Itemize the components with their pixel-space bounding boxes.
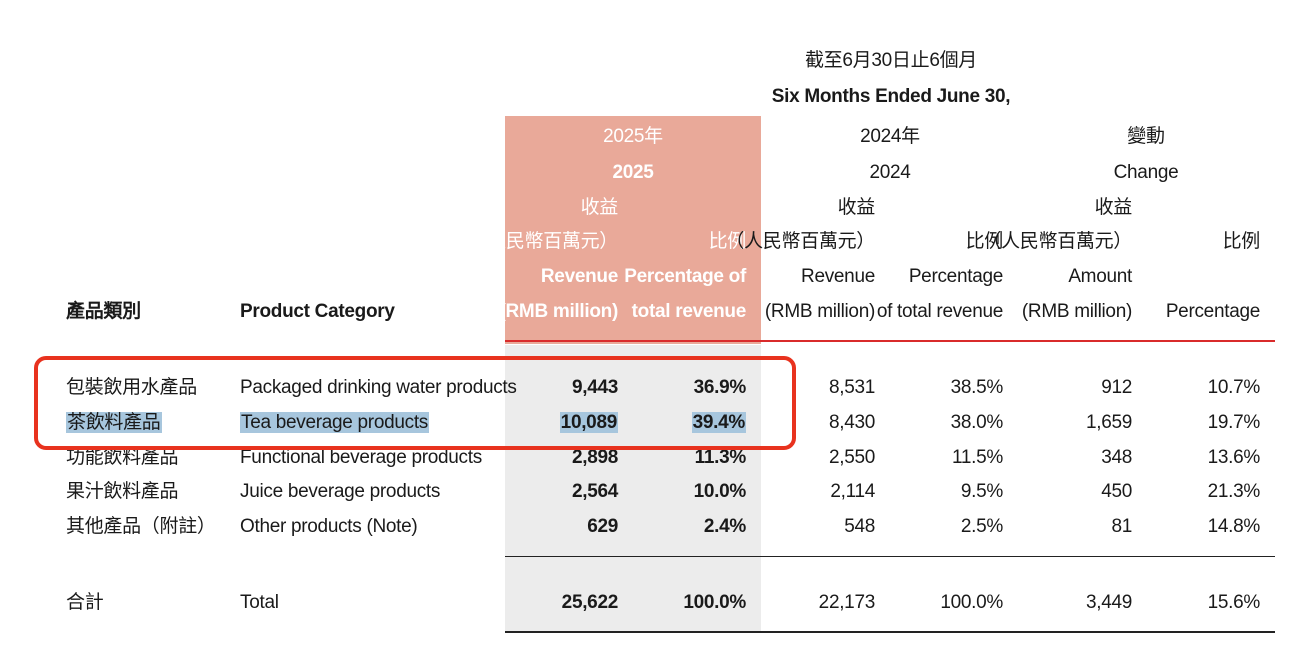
row-2-zh[interactable]: 茶飲料產品 bbox=[66, 412, 162, 434]
period-zh: 截至6月30日止6個月 bbox=[805, 50, 977, 71]
pct24-zh: 比例 bbox=[965, 231, 1004, 252]
total-zh: 合計 bbox=[66, 592, 104, 613]
row-4-rev24: 2,114 bbox=[830, 481, 875, 502]
amt-rmb-en: (RMB million) bbox=[1021, 301, 1132, 322]
row-5-en: Other products (Note) bbox=[240, 516, 418, 537]
row-2-rev24: 8,430 bbox=[828, 412, 875, 433]
pct24-en-1: Percentage bbox=[908, 266, 1003, 287]
row-1-rev24: 8,531 bbox=[828, 377, 875, 398]
row-1-pct25: 36.9% bbox=[693, 377, 747, 398]
row-4-pct25: 10.0% bbox=[693, 481, 747, 502]
row-1-en: Packaged drinking water products bbox=[240, 377, 517, 398]
row-3-amt: 348 bbox=[1101, 447, 1132, 468]
row-2-chg: 19.7% bbox=[1207, 412, 1261, 433]
row-5-pct25: 2.4% bbox=[703, 516, 746, 537]
change-zh: 變動 bbox=[1127, 126, 1165, 147]
row-3-chg: 13.6% bbox=[1207, 447, 1261, 468]
row-3-rev24: 2,550 bbox=[828, 447, 875, 468]
annotation-highlight-box bbox=[34, 356, 796, 450]
row-2-pct25[interactable]: 39.4% bbox=[691, 412, 746, 434]
total-amt: 3,449 bbox=[1085, 592, 1132, 613]
row-1-chg: 10.7% bbox=[1207, 377, 1261, 398]
year-2025-column-shade bbox=[505, 345, 761, 632]
row-4-rev25: 2,564 bbox=[571, 481, 618, 502]
category-en: Product Category bbox=[240, 301, 395, 322]
row-4-amt: 450 bbox=[1101, 481, 1132, 502]
row-5-zh: 其他產品（附註） bbox=[66, 516, 216, 537]
row-5-rev25: 629 bbox=[587, 516, 618, 537]
row-2-zh-text: 茶飲料產品 bbox=[66, 412, 162, 433]
row-2-rev25-text: 10,089 bbox=[559, 412, 618, 433]
amt-rmb-zh: （人民幣百萬元） bbox=[982, 231, 1132, 252]
row-5-rev24: 548 bbox=[844, 516, 875, 537]
row-2-amt: 1,659 bbox=[1085, 412, 1132, 433]
row-1-rev25: 9,443 bbox=[571, 377, 618, 398]
pct25-zh: 比例 bbox=[708, 231, 747, 252]
rev24-rmb-en: (RMB million) bbox=[764, 301, 875, 322]
row-2-rev25[interactable]: 10,089 bbox=[559, 412, 618, 434]
row-3-pct25: 11.3% bbox=[694, 447, 747, 468]
category-zh: 產品類別 bbox=[66, 301, 141, 322]
row-4-pct24: 9.5% bbox=[960, 481, 1003, 502]
row-2-pct25-text: 39.4% bbox=[691, 412, 746, 433]
pct25-en-2: total revenue bbox=[631, 301, 747, 322]
row-5-pct24: 2.5% bbox=[960, 516, 1003, 537]
pct24-en-2: of total revenue bbox=[876, 301, 1003, 322]
rev25-rmb-en: (RMB million) bbox=[499, 301, 618, 322]
row-1-pct24: 38.5% bbox=[950, 377, 1004, 398]
rev24-rmb-zh: （人民幣百萬元） bbox=[725, 231, 875, 252]
row-4-chg: 21.3% bbox=[1207, 481, 1261, 502]
row-3-pct24: 11.5% bbox=[952, 447, 1003, 468]
row-1-zh: 包裝飲用水產品 bbox=[66, 377, 197, 398]
total-pct25: 100.0% bbox=[683, 592, 746, 613]
row-4-en: Juice beverage products bbox=[240, 481, 441, 502]
row-3-rev25: 2,898 bbox=[571, 447, 618, 468]
rev25-en: Revenue bbox=[540, 266, 618, 287]
year-2025-header-band bbox=[505, 116, 761, 344]
header-rule bbox=[505, 340, 1275, 342]
row-2-en-text: Tea beverage products bbox=[240, 412, 429, 433]
total-chg: 15.6% bbox=[1207, 592, 1261, 613]
amt-en: Amount bbox=[1068, 266, 1132, 287]
chg-zh: 比例 bbox=[1222, 231, 1261, 252]
row-2-pct24: 38.0% bbox=[950, 412, 1004, 433]
total-en: Total bbox=[240, 592, 279, 613]
amt-zh: 收益 bbox=[1094, 197, 1133, 218]
row-3-zh: 功能飲料產品 bbox=[66, 447, 179, 468]
year-2025-zh: 2025年 bbox=[603, 126, 663, 147]
chg-en: Percentage bbox=[1165, 301, 1260, 322]
rev24-en: Revenue bbox=[801, 266, 875, 287]
subtotal-rule bbox=[505, 556, 1275, 557]
row-3-en: Functional beverage products bbox=[240, 447, 482, 468]
total-rev24: 22,173 bbox=[818, 592, 876, 613]
pct25-en-1: Percentage of bbox=[624, 266, 746, 287]
year-2025: 2025 bbox=[612, 162, 654, 183]
row-5-chg: 14.8% bbox=[1207, 516, 1261, 537]
period-en: Six Months Ended June 30, bbox=[771, 86, 1011, 107]
row-2-en[interactable]: Tea beverage products bbox=[240, 412, 429, 434]
row-5-amt: 81 bbox=[1111, 516, 1132, 537]
year-2024: 2024 bbox=[869, 162, 911, 183]
row-1-amt: 912 bbox=[1101, 377, 1132, 398]
rev25-rmb-zh: （人民幣百萬元） bbox=[468, 231, 618, 252]
total-rev25: 25,622 bbox=[561, 592, 619, 613]
change-en: Change bbox=[1113, 162, 1179, 183]
year-2024-zh: 2024年 bbox=[860, 126, 920, 147]
total-pct24: 100.0% bbox=[940, 592, 1003, 613]
row-4-zh: 果汁飲料產品 bbox=[66, 481, 179, 502]
total-rule bbox=[505, 631, 1275, 633]
rev25-zh: 收益 bbox=[580, 197, 619, 218]
rev24-zh: 收益 bbox=[837, 197, 876, 218]
